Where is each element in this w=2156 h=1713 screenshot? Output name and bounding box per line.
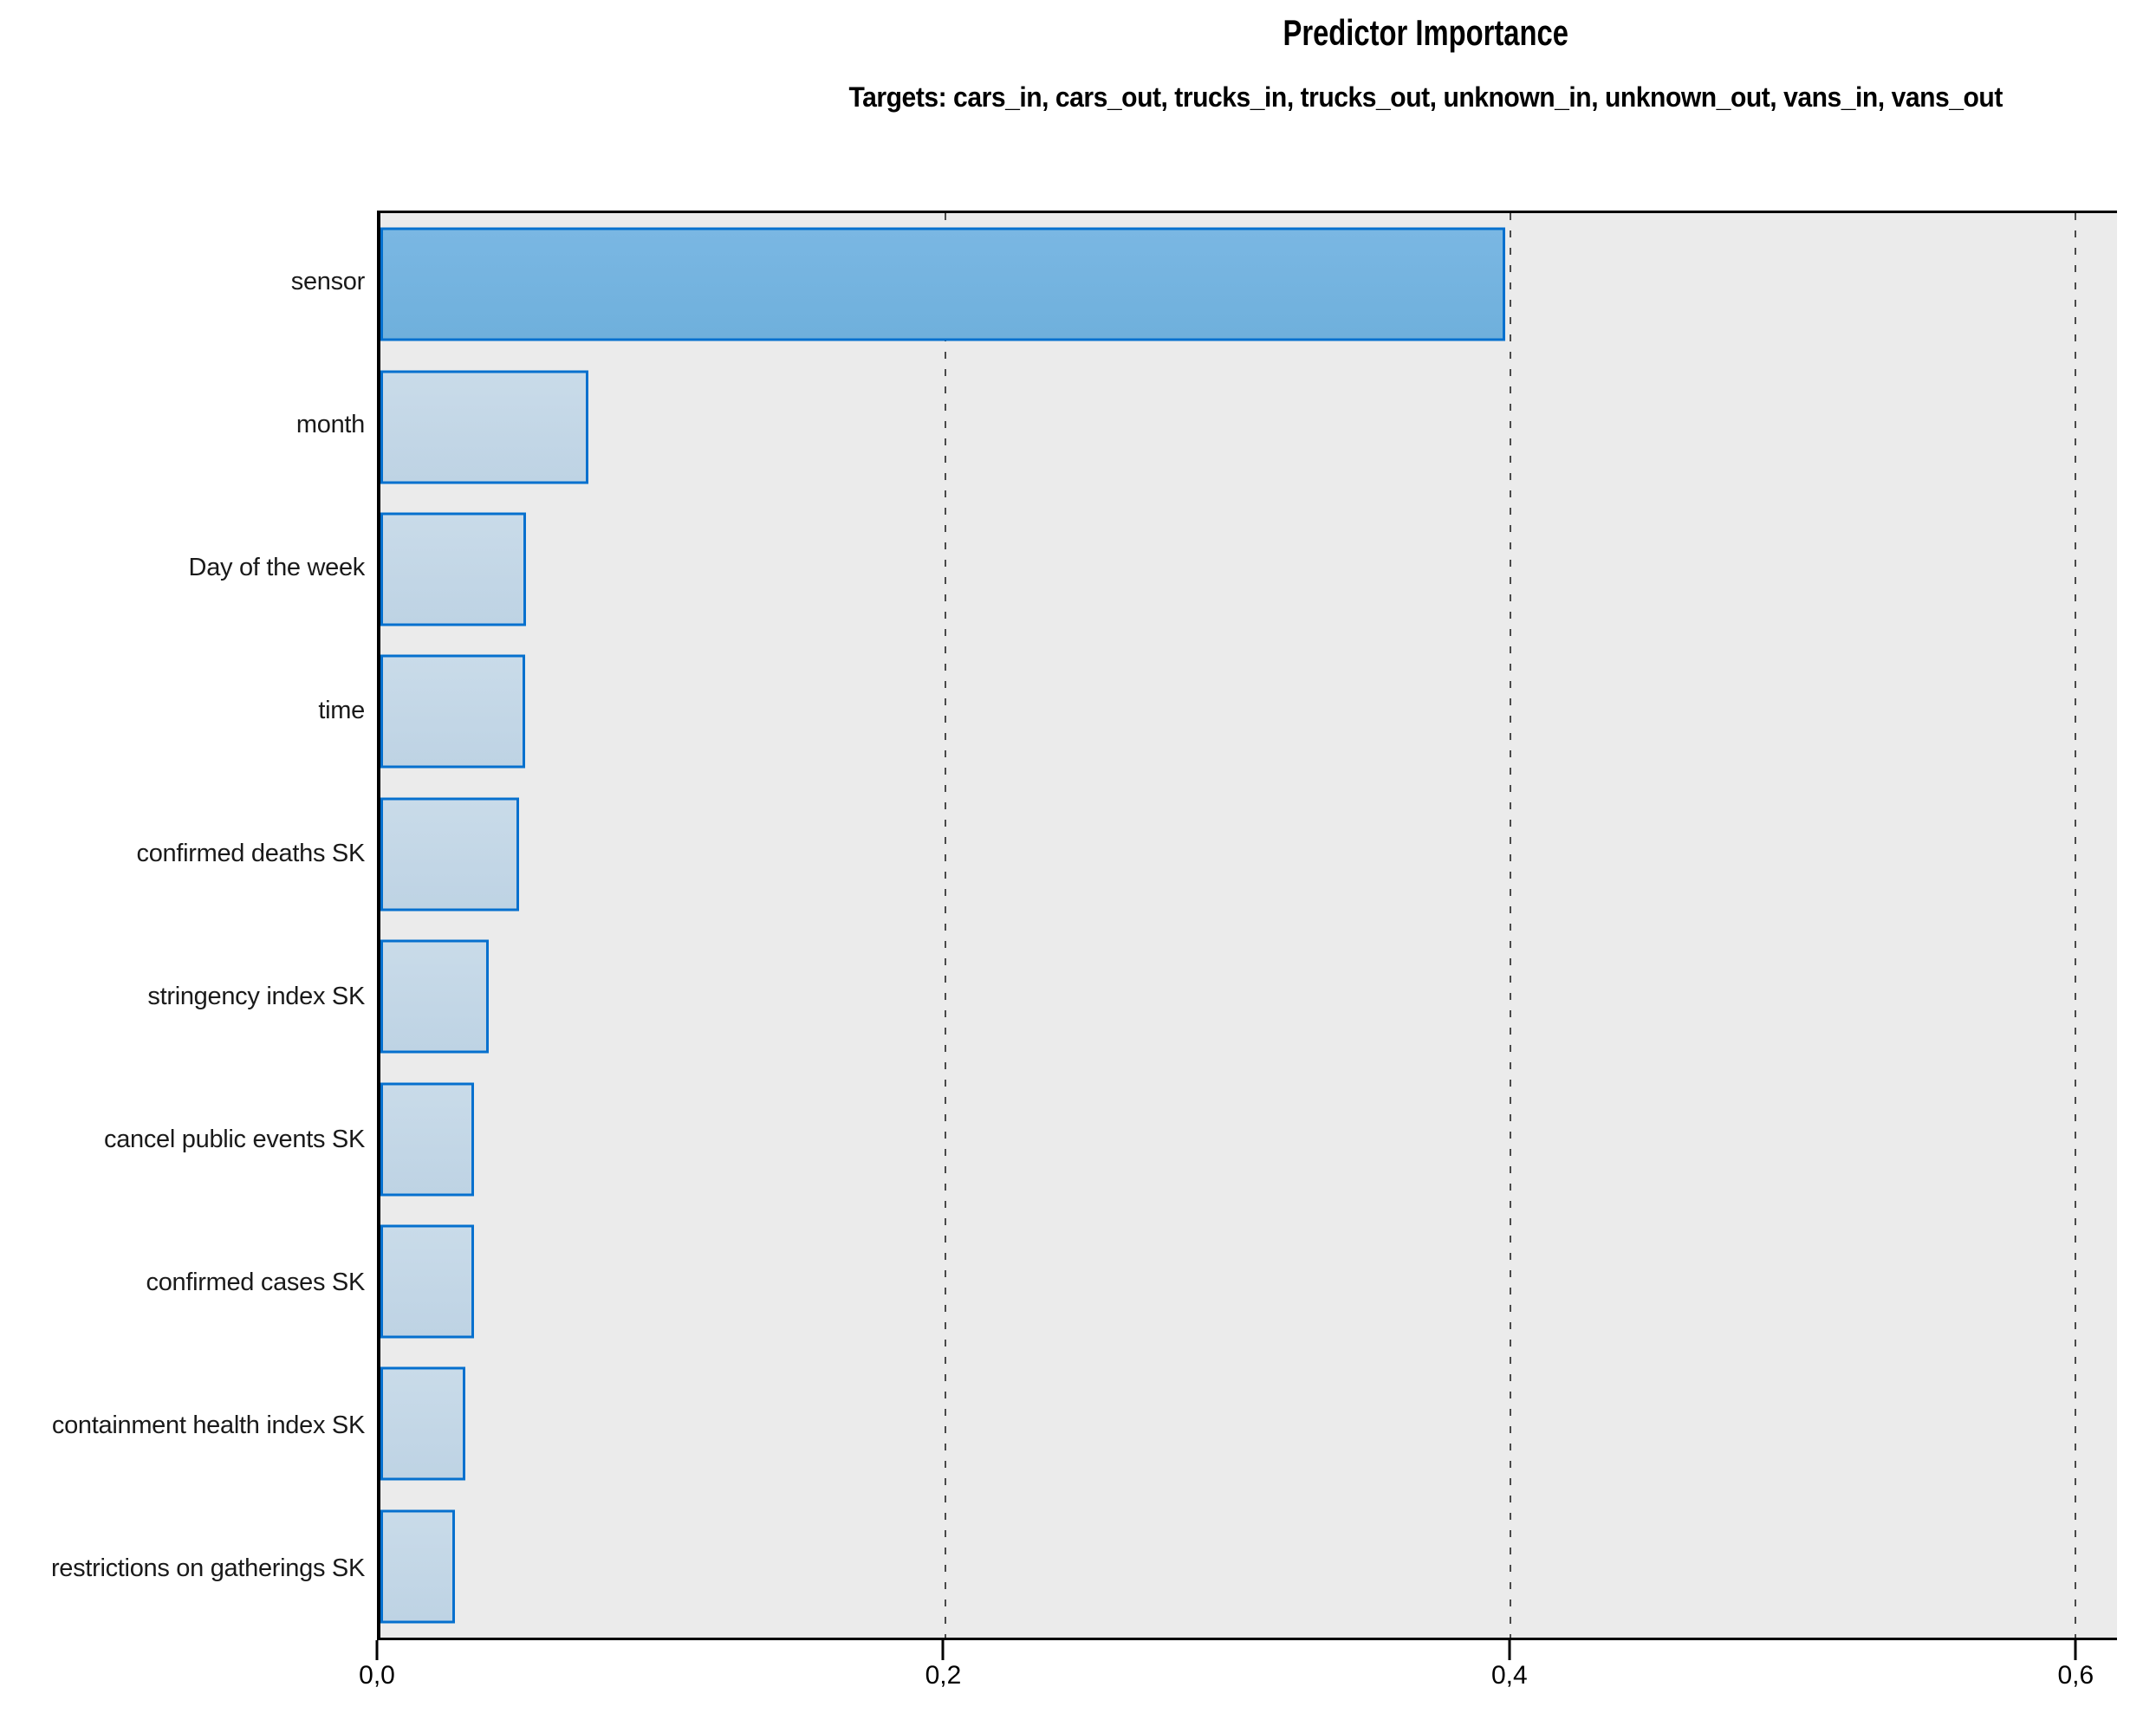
chart-title: Predictor Importance [1283,12,1568,53]
bar-row [380,925,2117,1067]
x-axis-tick-label: 0,2 [925,1661,962,1690]
bar-row [380,1496,2117,1638]
importance-bar [380,227,1505,341]
category-label-row: confirmed cases SK [0,1211,366,1354]
bar-row [380,498,2117,640]
x-axis-tick-label: 0,6 [2057,1661,2094,1690]
x-axis-tick [1508,1640,1511,1660]
category-label: sensor [290,268,366,295]
bar-row [380,213,2117,355]
chart-subtitle: Targets: cars_in, cars_out, trucks_in, t… [848,81,2003,113]
category-label-row: Day of the week [0,496,366,639]
chart-header: Predictor Importance Targets: cars_in, c… [695,0,2156,114]
vertical-gridline [945,213,947,1638]
x-axis-tick [941,1640,945,1660]
x-axis-tick [2074,1640,2077,1660]
importance-bar [380,797,519,912]
importance-bar [380,1509,455,1624]
y-axis-category-labels: sensor month Day of the week time confirmed … [0,211,365,1640]
category-label-row: month [0,354,365,496]
importance-bar [380,939,489,1054]
category-label: month [295,411,365,438]
category-label: cancel public events SK [104,1126,365,1153]
importance-bar [380,654,525,769]
category-label: time [318,697,365,724]
bar-row [380,1353,2117,1495]
importance-bar [380,1082,474,1197]
category-label: confirmed deaths SK [136,840,366,867]
importance-bar [380,370,588,484]
category-label: confirmed cases SK [146,1269,366,1296]
category-label-row: containment health index SK [0,1354,365,1497]
bar-row [380,783,2117,925]
plot-area [377,211,2117,1640]
category-label-row: time [0,639,365,782]
vertical-gridline [2075,213,2077,1638]
x-axis-tick-label: 0,4 [1491,1661,1528,1690]
category-label: containment health index SK [51,1411,365,1439]
importance-bar [380,512,526,626]
chart-title-row: Predictor Importance [695,10,2156,55]
category-label-row: confirmed deaths SK [0,782,366,925]
importance-bar [380,1366,465,1481]
category-label-row: stringency index SK [0,925,365,1068]
category-label-row: sensor [0,211,366,354]
chart-subtitle-row: Targets: cars_in, cars_out, trucks_in, t… [695,80,2156,114]
category-label: stringency index SK [147,983,365,1010]
vertical-gridline [1510,213,1512,1638]
bars-layer [380,213,2117,1638]
bar-row [380,1067,2117,1210]
category-label: Day of the week [188,554,366,581]
category-label-row: cancel public events SK [0,1068,365,1211]
importance-bar [380,1224,474,1339]
x-axis: 0,0 0,2 0,4 0,6 [359,1640,2117,1701]
x-axis-tick [375,1640,379,1660]
category-label-row: restrictions on gatherings SK [0,1497,365,1640]
bar-row [380,1210,2117,1353]
category-label: restrictions on gatherings SK [50,1554,365,1582]
x-axis-tick-label: 0,0 [359,1661,395,1690]
gridlines-layer [380,213,2117,1638]
bar-row [380,640,2117,782]
bar-row [380,355,2117,497]
